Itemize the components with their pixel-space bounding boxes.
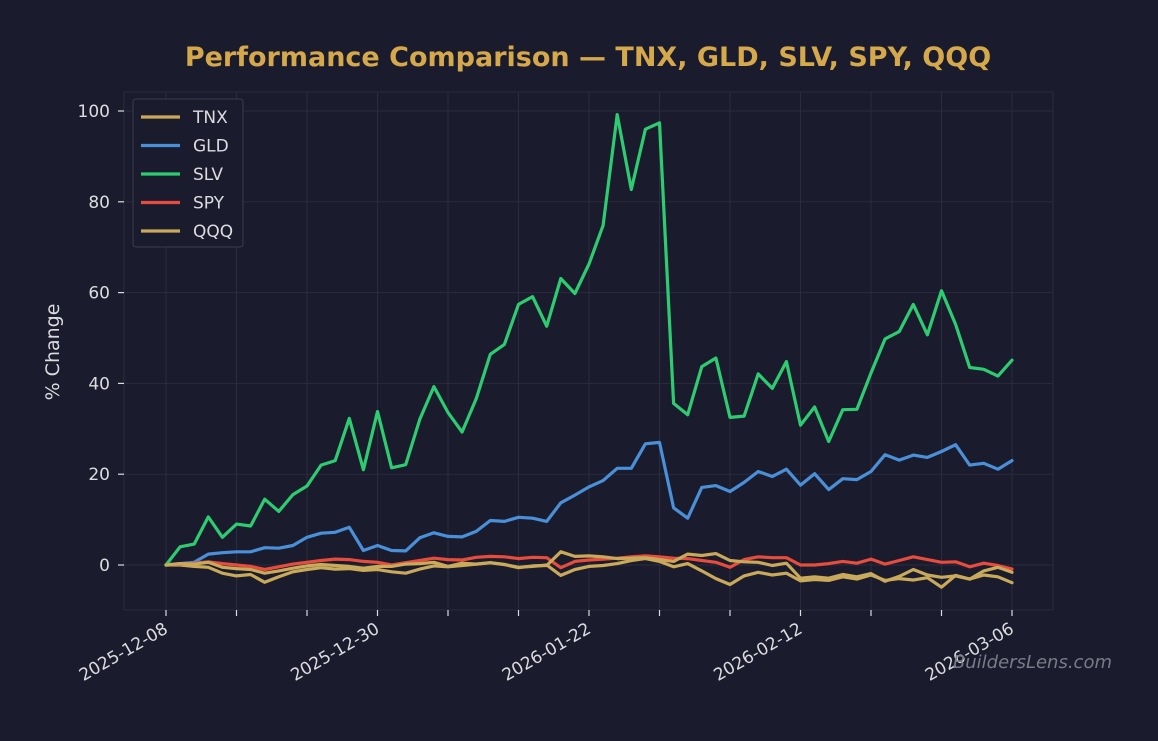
series-line-qqq	[164, 550, 1014, 583]
y-tick-label: 40	[88, 374, 110, 394]
series-lines	[164, 113, 1014, 589]
legend-label-gld: GLD	[193, 137, 229, 157]
watermark: BuildersLens.com	[953, 652, 1112, 673]
x-tick-label: 2026-01-22	[499, 619, 595, 686]
series-line-slv	[164, 113, 1014, 567]
y-tick-label: 80	[88, 193, 110, 213]
legend-label-qqq: QQQ	[193, 222, 233, 242]
y-tick-label: 0	[99, 556, 110, 576]
chart-title: Performance Comparison — TNX, GLD, SLV, …	[185, 42, 991, 73]
y-tick-label: 60	[88, 284, 110, 304]
y-tick-label: 20	[88, 465, 110, 485]
y-tick-label: 100	[78, 102, 110, 122]
legend-label-tnx: TNX	[192, 108, 228, 128]
grid-lines	[124, 92, 1053, 610]
x-tick-label: 2025-12-08	[76, 619, 172, 686]
x-axis: 2025-12-08 2025-12-30 2026-01-22 2026-02-12…	[76, 610, 1018, 686]
y-axis: 0 20 40 60 80 100	[78, 102, 124, 576]
x-tick-label: 2025-12-30	[287, 619, 383, 686]
legend: TNX GLD SLV SPY QQQ	[132, 98, 244, 248]
series-line-gld	[164, 440, 1014, 567]
series-line-spy	[164, 554, 1014, 572]
legend-label-spy: SPY	[193, 194, 225, 214]
legend-box	[132, 98, 244, 248]
y-axis-label: % Change	[42, 304, 64, 401]
legend-label-slv: SLV	[193, 165, 223, 185]
x-tick-label: 2026-02-12	[710, 619, 806, 686]
